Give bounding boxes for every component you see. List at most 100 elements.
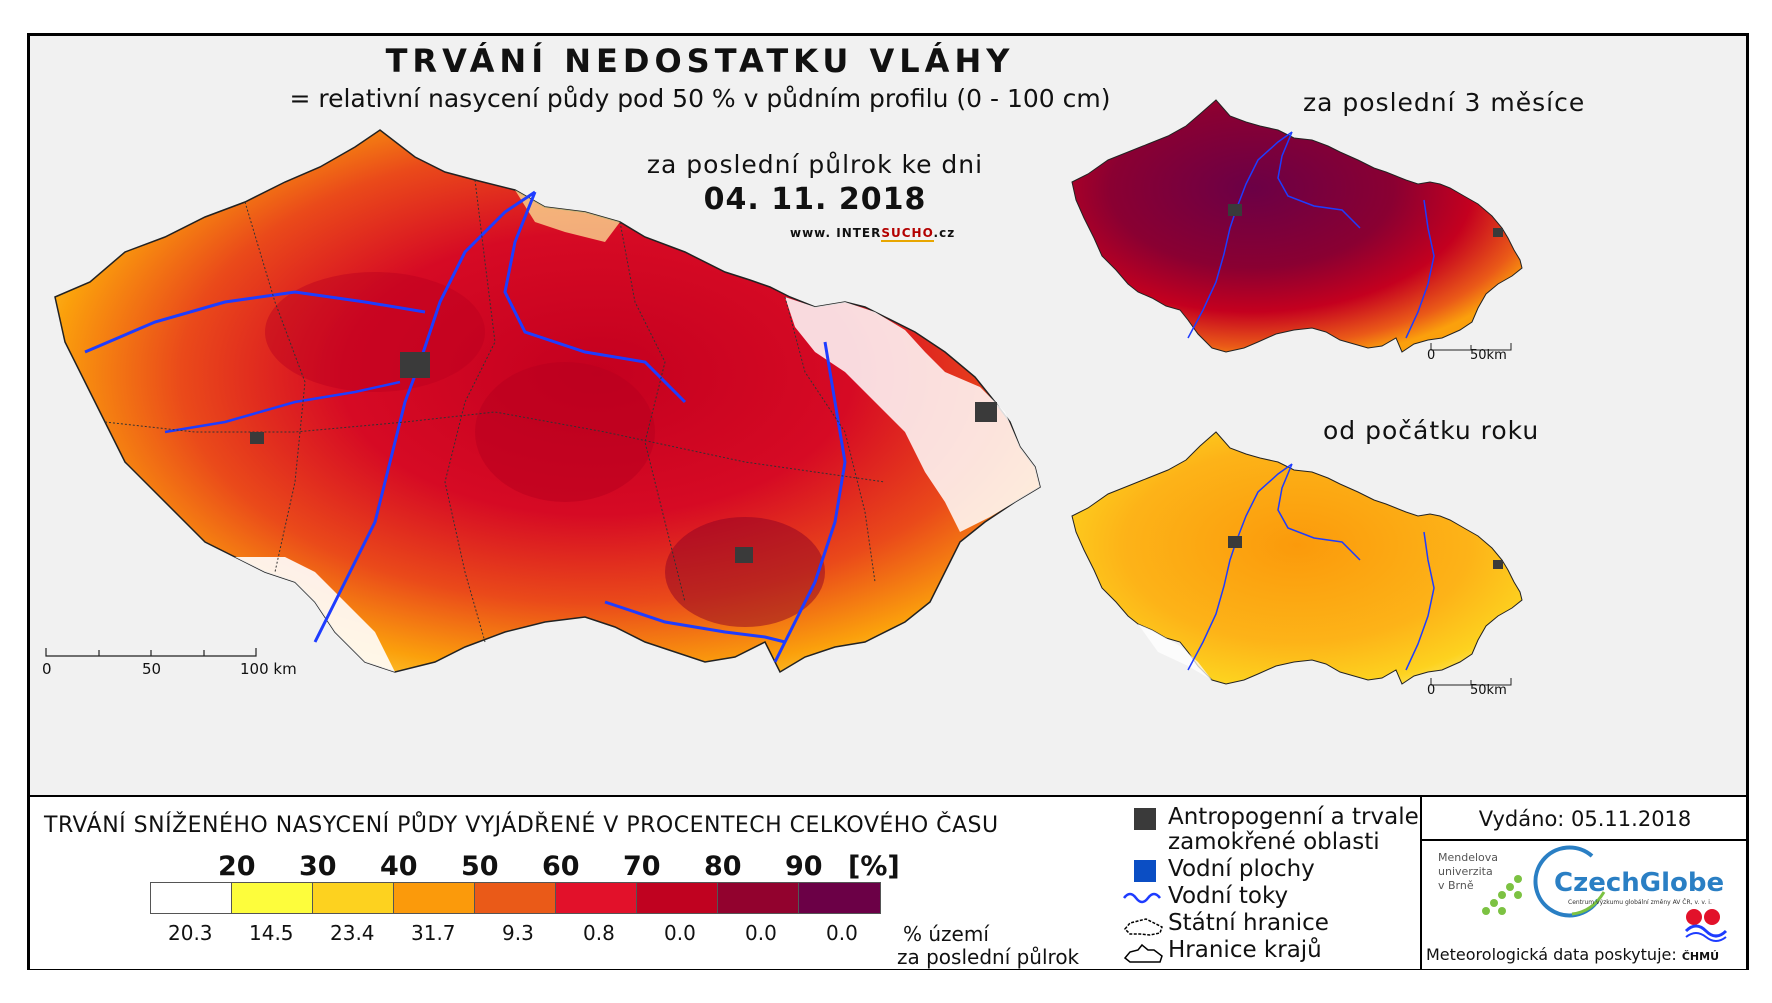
- legend-tick-40: 40: [380, 851, 418, 882]
- high-value-patch: [665, 517, 825, 627]
- legend-swatch: [799, 883, 880, 913]
- key-item-state-border: Státní hranice: [1120, 911, 1419, 938]
- inset-3-months-scale-0: 0: [1427, 348, 1436, 363]
- legend-share-0: 20.3: [168, 921, 213, 945]
- legend-swatch: [718, 883, 799, 913]
- date-label: 04. 11. 2018: [703, 182, 927, 217]
- high-value-patch: [475, 362, 655, 502]
- map-key: Antropogenní a trvale zamokřené oblasti …: [1120, 805, 1419, 965]
- square-icon: [1134, 860, 1156, 882]
- legend-share-5: 0.8: [583, 921, 615, 945]
- key-label: Antropogenní a trvale: [1168, 804, 1419, 830]
- legend-tick-unit: [%]: [848, 851, 900, 882]
- key-item-rivers: Vodní toky: [1120, 884, 1419, 911]
- mendel-line: v Brně: [1438, 879, 1474, 892]
- inset-year-scale-0: 0: [1427, 683, 1436, 698]
- website-highlight: SUCHO: [881, 226, 934, 242]
- legend-share-2: 23.4: [330, 921, 375, 945]
- website-suffix: .cz: [933, 226, 956, 240]
- legend-tick-90: 90: [785, 851, 823, 882]
- czechia-year-shape: [1071, 431, 1523, 685]
- inset-3-months-scale-bar: [1430, 343, 1512, 351]
- legend-swatch: [313, 883, 394, 913]
- key-item-region-border: Hranice krajů: [1120, 938, 1419, 965]
- legend-swatch: [394, 883, 475, 913]
- legend-tick-70: 70: [623, 851, 661, 882]
- mendel-dots-icon: [1482, 875, 1522, 915]
- inset-year-scale-bar: [1430, 678, 1512, 686]
- river-vltava: [313, 190, 536, 643]
- border-outline-icon: [1123, 918, 1163, 936]
- meteo-data-label: Meteorologická data poskytuje: ČHMÚ: [1426, 945, 1719, 964]
- map-area: TRVÁNÍ NEDOSTATKU VLÁHY = relativní nasy…: [30, 36, 1746, 795]
- city-ostrava: [975, 402, 997, 422]
- city-ostrava-inset-year: [1493, 560, 1503, 569]
- czechglobe-subtitle: Centrum výzkumu globální změny AV ČR, v.…: [1568, 899, 1712, 906]
- city-plzen: [250, 432, 264, 444]
- river-berounka: [164, 380, 401, 434]
- legend-swatch: [232, 883, 313, 913]
- legend-share-6: 0.0: [664, 921, 696, 945]
- legend-tick-20: 20: [218, 851, 256, 882]
- low-value-area-sw: [235, 557, 395, 672]
- city-prague: [400, 352, 430, 378]
- square-icon: [1134, 808, 1156, 830]
- low-value-area-nw: [515, 190, 620, 242]
- river-labe: [503, 191, 687, 404]
- key-label: Hranice krajů: [1168, 937, 1322, 963]
- high-value-patch: [265, 272, 485, 392]
- legend-area-note-line1: % území: [903, 922, 989, 946]
- low-value-area-year: [1138, 624, 1212, 680]
- legend-swatch: [475, 883, 556, 913]
- chmu-text: ČHMÚ: [1681, 950, 1720, 963]
- map-subtitle: = relativní nasycení půdy pod 50 % v půd…: [289, 84, 1111, 113]
- legend-swatch: [151, 883, 232, 913]
- low-value-area-ne: [785, 297, 1040, 532]
- legend-color-bar: [150, 882, 881, 914]
- divider: [1422, 839, 1748, 841]
- key-label: Státní hranice: [1168, 910, 1329, 936]
- inset-year-rivers: [1187, 463, 1435, 671]
- city-prague-inset-year: [1228, 536, 1242, 548]
- legend-area-note: % území za poslední půlrok: [897, 923, 1079, 969]
- legend-swatch: [556, 883, 637, 913]
- city-ostrava-inset: [1493, 228, 1503, 237]
- main-scale-50: 50: [142, 660, 162, 678]
- legend-share-4: 9.3: [502, 921, 534, 945]
- inset-year-scale-50: 50km: [1470, 683, 1507, 698]
- czechglobe-logo-icon: [1533, 845, 1606, 918]
- chmu-logo-icon: [1684, 909, 1728, 942]
- legend-area-note-line2: za poslední půlrok: [897, 945, 1080, 969]
- issued-date: Vydáno: 05.11.2018: [1478, 807, 1692, 831]
- inset-year-title: od počátku roku: [1323, 416, 1540, 445]
- main-czechia-map: [54, 129, 1041, 674]
- mendel-line: univerzita: [1438, 865, 1493, 878]
- legend-tick-80: 80: [704, 851, 742, 882]
- czechia-3-months-shape: [1071, 99, 1523, 353]
- legend-title: TRVÁNÍ SNÍŽENÉHO NASYCENÍ PŮDY VYJÁDŘENÉ…: [44, 813, 999, 838]
- region-borders: [104, 179, 886, 643]
- river-ohre: [84, 290, 426, 354]
- river-dyje: [604, 600, 786, 644]
- key-item-anthropogenic: Antropogenní a trvale zamokřené oblasti: [1120, 805, 1419, 857]
- legend-swatch: [637, 883, 718, 913]
- key-label: Vodní plochy: [1168, 856, 1315, 882]
- legend-tick-60: 60: [542, 851, 580, 882]
- website-label[interactable]: www. INTERSUCHO.cz: [790, 226, 956, 242]
- credits-box: Vydáno: 05.11.2018 Mendelova univerzita …: [1420, 797, 1748, 969]
- map-frame: TRVÁNÍ NEDOSTATKU VLÁHY = relativní nasy…: [27, 33, 1749, 970]
- mendel-line: Mendelova: [1438, 851, 1499, 864]
- inset-3-months-map: [1071, 99, 1523, 353]
- website-prefix: www. INTER: [790, 226, 882, 240]
- main-scale-bar: [45, 648, 257, 657]
- legend-share-7: 0.0: [745, 921, 777, 945]
- inset-3-months-scale-50: 50km: [1470, 348, 1507, 363]
- meteo-text: Meteorologická data poskytuje:: [1426, 945, 1677, 964]
- legend-share-8: 0.0: [826, 921, 858, 945]
- city-prague-inset: [1228, 204, 1242, 216]
- inset-3-months-title: za poslední 3 měsíce: [1303, 88, 1586, 117]
- key-item-water-bodies: Vodní plochy: [1120, 857, 1419, 884]
- key-label: Vodní toky: [1168, 883, 1289, 909]
- inset-3-months-rivers: [1187, 131, 1435, 339]
- city-brno: [735, 547, 753, 563]
